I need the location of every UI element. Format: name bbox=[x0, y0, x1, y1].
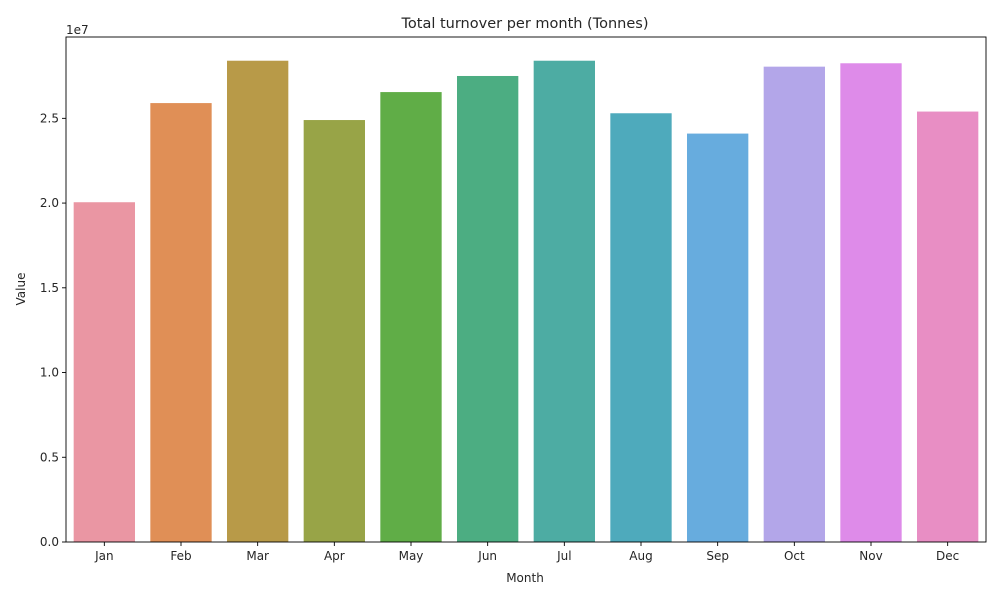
bar-feb bbox=[150, 103, 212, 542]
x-axis-ticks: Jan Feb Mar Apr May Jun Jul Aug Sep Oct Nov Dec bbox=[94, 542, 959, 563]
bar-nov bbox=[840, 63, 902, 543]
y-tick-label: 2.5 bbox=[40, 111, 59, 125]
bar-dec bbox=[917, 111, 979, 542]
x-tick-label: Mar bbox=[246, 549, 269, 563]
x-tick-label: Apr bbox=[324, 549, 345, 563]
y-offset-label: 1e7 bbox=[66, 23, 89, 37]
x-tick-label: Feb bbox=[170, 549, 191, 563]
bar-jun bbox=[457, 75, 519, 542]
x-tick-label: Sep bbox=[706, 549, 729, 563]
plot-frame bbox=[65, 36, 987, 543]
x-tick-label: Jan bbox=[94, 549, 114, 563]
x-tick-label: Oct bbox=[784, 549, 805, 563]
y-axis-label: Value bbox=[14, 273, 28, 306]
x-tick-label: May bbox=[399, 549, 424, 563]
bars-group bbox=[73, 60, 979, 543]
y-tick-label: 1.0 bbox=[40, 366, 59, 380]
bar-may bbox=[380, 92, 442, 542]
y-tick-label: 0.0 bbox=[40, 535, 59, 549]
x-tick-label: Jul bbox=[556, 549, 571, 563]
bar-mar bbox=[227, 60, 289, 542]
y-axis-ticks: 0.0 0.5 1.0 1.5 2.0 2.5 bbox=[40, 111, 66, 549]
y-tick-label: 1.5 bbox=[40, 281, 59, 295]
y-tick-label: 2.0 bbox=[40, 196, 59, 210]
y-tick-label: 0.5 bbox=[40, 450, 59, 464]
x-tick-label: Dec bbox=[936, 549, 959, 563]
bar-sep bbox=[687, 133, 749, 542]
bar-jul bbox=[533, 60, 595, 542]
bar-jan bbox=[73, 202, 135, 543]
x-axis-label: Month bbox=[506, 571, 544, 585]
x-tick-label: Jun bbox=[477, 549, 497, 563]
bar-oct bbox=[763, 66, 825, 542]
bar-aug bbox=[610, 113, 672, 542]
x-tick-label: Aug bbox=[629, 549, 652, 563]
chart-title: Total turnover per month (Tonnes) bbox=[401, 16, 649, 32]
bar-apr bbox=[303, 120, 365, 542]
x-tick-label: Nov bbox=[859, 549, 882, 563]
